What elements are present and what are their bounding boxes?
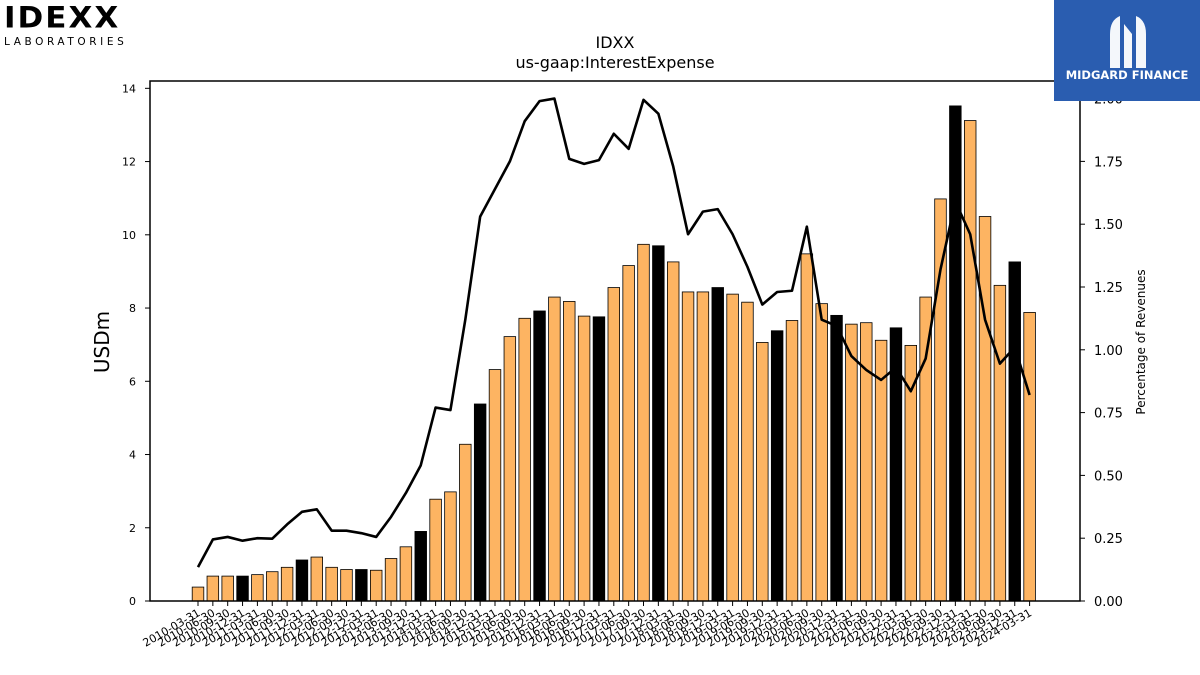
bar-2020-03-31: [785, 320, 799, 602]
y2-tick-label-0.50: 0.50: [1094, 469, 1123, 484]
bar-2018-09-30: [696, 291, 710, 602]
bar-2012-12-31: [355, 569, 368, 602]
y2-tick-label-1.00: 1.00: [1094, 344, 1123, 359]
bar-2016-09-30: [577, 315, 591, 602]
bar-2017-06-30: [622, 265, 635, 602]
chart-subtitle: us-gaap:InterestExpense: [515, 53, 714, 72]
idexx-logo-word: IDEXX: [4, 0, 121, 36]
bar-2018-12-31: [711, 287, 724, 602]
bar-2019-06-30: [741, 301, 754, 602]
y2-axis-label: Percentage of Revenues: [1134, 269, 1148, 414]
bar-2014-06-30: [444, 491, 457, 602]
bar-2019-09-30: [756, 342, 769, 602]
y2-tick-label-0.00: 0.00: [1094, 595, 1123, 610]
bar-2023-06-30: [978, 216, 992, 602]
y2-tick-label-1.75: 1.75: [1094, 155, 1123, 170]
bar-2018-06-30: [681, 291, 695, 602]
bar-2015-06-30: [503, 336, 517, 602]
bar-2011-09-30: [280, 566, 294, 602]
bar-2017-03-31: [607, 287, 621, 602]
bar-2013-12-31: [414, 531, 427, 602]
bar-2023-12-31: [1008, 261, 1021, 602]
midgard-finance-logo: MIDGARD FINANCE: [1054, 0, 1200, 101]
bar-2016-06-30: [563, 301, 576, 602]
y2-tick-label-0.25: 0.25: [1094, 532, 1123, 547]
line-series: [196, 97, 1031, 568]
bar-2011-06-30: [266, 571, 279, 602]
y-tick-label-8: 8: [129, 302, 136, 315]
bar-2020-12-31: [830, 314, 843, 602]
bar-2011-12-31: [295, 559, 309, 602]
y-tick-label-0: 0: [129, 595, 136, 608]
y-tick-label-6: 6: [129, 375, 136, 388]
bar-2018-03-31: [667, 261, 680, 602]
bar-2020-06-30: [800, 253, 814, 602]
bar-2013-06-30: [384, 558, 398, 602]
bar-2023-03-31: [964, 120, 977, 602]
y-tick-label-12: 12: [122, 156, 136, 169]
bar-2010-09-30: [221, 575, 234, 602]
bar-2012-09-30: [340, 569, 353, 602]
bar-2014-03-31: [429, 498, 442, 602]
y2-tick-label-0.75: 0.75: [1094, 407, 1123, 422]
y2-tick-label-1.50: 1.50: [1094, 218, 1123, 233]
bar-2010-12-31: [236, 575, 249, 602]
bar-2022-09-30: [934, 198, 947, 602]
bar-2019-12-31: [770, 330, 784, 602]
bar-2017-12-31: [652, 245, 665, 602]
midgard-logo-name: MIDGARD FINANCE: [1065, 68, 1189, 82]
bar-2012-06-30: [325, 566, 338, 602]
bar-2022-06-30: [919, 296, 932, 602]
bar-2015-09-30: [518, 317, 531, 602]
y-tick-label-2: 2: [129, 522, 136, 535]
bar-2010-03-31: [191, 586, 205, 602]
bar-2020-09-30: [815, 303, 828, 602]
bar-series: [191, 105, 1036, 602]
bar-2015-03-31: [488, 369, 502, 602]
bar-2019-03-31: [726, 293, 739, 602]
axes: 0 2 4 6 8 10 12 14 0.00 0.25 0.50 0.75 1.00 1.25 1.50 1…: [122, 80, 1123, 650]
bar-2014-12-31: [473, 403, 487, 602]
bar-2017-09-30: [637, 243, 650, 602]
bar-2013-09-30: [399, 546, 413, 602]
bar-2021-03-31: [845, 323, 858, 602]
idexx-logo-subtitle: LABORATORIES: [4, 36, 128, 48]
y-axis-label: USDm: [90, 311, 114, 373]
bar-2022-12-31: [949, 105, 962, 602]
y-tick-label-14: 14: [122, 82, 136, 95]
plot-frame: [149, 80, 1081, 602]
bar-2015-12-31: [533, 310, 546, 602]
bar-2016-12-31: [592, 316, 606, 602]
y-tick-label-10: 10: [122, 229, 136, 242]
bar-2016-03-31: [548, 296, 561, 602]
y2-tick-label-1.25: 1.25: [1094, 281, 1123, 296]
bar-2010-06-30: [206, 575, 220, 602]
bar-2014-09-30: [459, 443, 472, 602]
percentage-line: [196, 97, 1031, 568]
idexx-logo: IDEXX LABORATORIES: [4, 0, 154, 50]
y-tick-label-4: 4: [129, 449, 136, 462]
bar-2023-09-30: [993, 284, 1007, 602]
midgard-emblem-icon: [1110, 16, 1146, 68]
chart-title: IDXX: [596, 33, 635, 52]
bar-2013-03-31: [369, 569, 383, 602]
bar-2011-03-31: [251, 574, 264, 602]
bar-2024-03-31: [1023, 312, 1036, 602]
bar-2012-03-31: [310, 556, 324, 602]
